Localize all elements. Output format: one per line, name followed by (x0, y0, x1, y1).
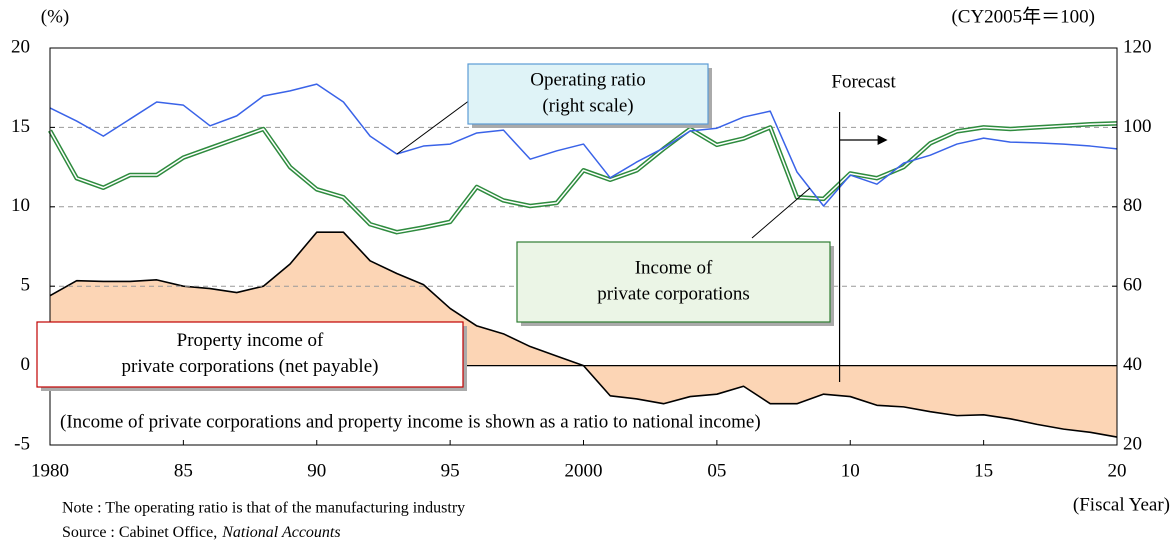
y2-unit: (CY2005年＝100) (951, 5, 1095, 27)
y-tick-label: 10 (11, 195, 30, 216)
source-prefix: Source : Cabinet Office, (62, 524, 217, 541)
annotation-text: Property income of (177, 330, 324, 351)
annotation-box (467, 63, 709, 125)
y2-tick-label: 100 (1123, 116, 1152, 137)
y2-tick-label: 40 (1123, 354, 1142, 375)
y-tick-label: 15 (11, 116, 30, 137)
note: Note : The operating ratio is that of th… (62, 500, 465, 517)
pointer (751, 187, 811, 239)
forecast-arrowhead (877, 135, 888, 145)
y2-tick-label: 120 (1123, 36, 1152, 57)
series-line (48, 121, 1118, 235)
y-unit: (%) (41, 6, 69, 27)
x-tick-label: 85 (174, 460, 193, 481)
y-tick-label: -5 (14, 433, 30, 454)
x-tick-label: 1980 (31, 460, 69, 481)
forecast-label: Forecast (831, 71, 896, 92)
x-tick-label: 95 (441, 460, 460, 481)
annotation-text: (right scale) (542, 95, 633, 116)
x-tick-label: 2000 (565, 460, 603, 481)
x-tick-label: 10 (841, 460, 860, 481)
series-line (49, 83, 1118, 207)
x-tick-label: 05 (707, 460, 726, 481)
annotation-text: Operating ratio (530, 69, 646, 90)
y-tick-label: 5 (21, 275, 31, 296)
y2-tick-label: 20 (1123, 433, 1142, 454)
series-line (49, 122, 1118, 233)
annotation-box (516, 241, 831, 323)
y2-tick-label: 60 (1123, 275, 1142, 296)
x-tick-label: 20 (1108, 460, 1127, 481)
y-tick-label: 20 (11, 36, 30, 57)
source-title: National Accounts (221, 524, 340, 541)
area (50, 232, 1117, 438)
ratio-note: (Income of private corporations and prop… (60, 411, 761, 432)
y-tick-label: 0 (21, 354, 31, 375)
annotation-text: private corporations (597, 283, 749, 304)
annotation-text: Income of (635, 257, 713, 278)
annotation-text: private corporations (net payable) (122, 356, 379, 377)
plot-frame (49, 47, 1118, 446)
annotation-box (36, 321, 464, 388)
x-label: (Fiscal Year) (1073, 494, 1170, 515)
source: Source : Cabinet Office, National Account… (62, 524, 341, 541)
x-tick-label: 15 (974, 460, 993, 481)
x-tick-label: 90 (307, 460, 326, 481)
pointer (396, 99, 471, 155)
y2-tick-label: 80 (1123, 195, 1142, 216)
